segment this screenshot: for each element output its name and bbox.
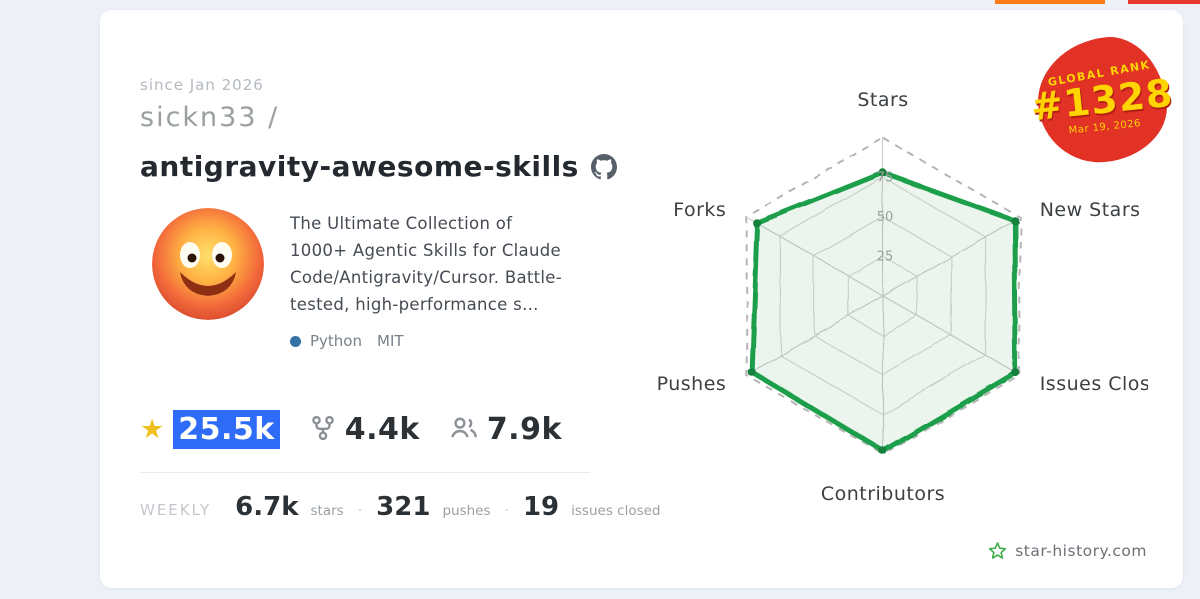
since-date: since Jan 2026 <box>140 76 264 94</box>
title-row: antigravity-awesome-skills <box>140 150 617 183</box>
repo-title[interactable]: antigravity-awesome-skills <box>140 150 579 183</box>
svg-text:Issues Closed: Issues Closed <box>1040 373 1148 395</box>
svg-text:75: 75 <box>877 171 894 186</box>
svg-text:Contributors: Contributors <box>821 483 945 505</box>
svg-text:50: 50 <box>877 210 894 225</box>
weekly-issues-value: 19 <box>522 492 560 522</box>
svg-text:25: 25 <box>877 250 894 265</box>
language-row: Python MIT <box>290 332 404 350</box>
top-strip-orange <box>995 0 1105 4</box>
weekly-row: WEEKLY 6.7k stars · 321 pushes · 19 issu… <box>140 492 661 522</box>
fork-icon <box>310 415 336 445</box>
radar-chart: 25 50 75 Stars New Stars Issues Closed Contrib… <box>657 89 1148 505</box>
star-history-icon <box>988 541 1007 560</box>
divider <box>140 472 590 473</box>
forks-count: 4.4k <box>344 412 420 447</box>
weekly-stars-unit: stars <box>310 503 344 519</box>
svg-text:Stars: Stars <box>857 89 908 111</box>
forks-stat: 4.4k <box>310 412 420 447</box>
repo-owner: sickn33 / <box>140 102 280 133</box>
weekly-pushes-unit: pushes <box>442 503 491 519</box>
weekly-pushes-value: 321 <box>376 492 431 522</box>
svg-text:Forks: Forks <box>673 199 726 221</box>
avatar <box>152 208 264 320</box>
svg-text:New Stars: New Stars <box>1040 199 1141 221</box>
contributors-stat: 7.9k <box>450 412 562 447</box>
repo-description: The Ultimate Collection of 1000+ Agentic… <box>290 214 562 314</box>
site-link[interactable]: star-history.com <box>1015 541 1147 560</box>
star-icon: ★ <box>140 414 165 445</box>
github-icon[interactable] <box>590 153 617 180</box>
stars-stat: ★ 25.5k <box>140 410 280 449</box>
weekly-issues-unit: issues closed <box>571 503 661 519</box>
stars-count: 25.5k <box>173 410 280 449</box>
top-strip-red <box>1128 0 1200 4</box>
license-label: MIT <box>377 332 404 350</box>
star-history-card: since Jan 2026 sickn33 / antigravity-awe… <box>100 10 1183 588</box>
svg-text:Pushes: Pushes <box>657 373 727 395</box>
weekly-separator: · <box>504 503 509 519</box>
python-language-dot <box>290 335 301 347</box>
language-label: Python <box>310 332 362 350</box>
contributors-icon <box>450 415 478 445</box>
footer: star-history.com <box>988 541 1147 560</box>
weekly-separator: · <box>357 503 363 519</box>
contributors-count: 7.9k <box>486 412 562 447</box>
weekly-stars-value: 6.7k <box>235 492 299 522</box>
weekly-label: WEEKLY <box>140 501 212 519</box>
stats-row: ★ 25.5k 4.4k 7.9k <box>140 410 562 449</box>
